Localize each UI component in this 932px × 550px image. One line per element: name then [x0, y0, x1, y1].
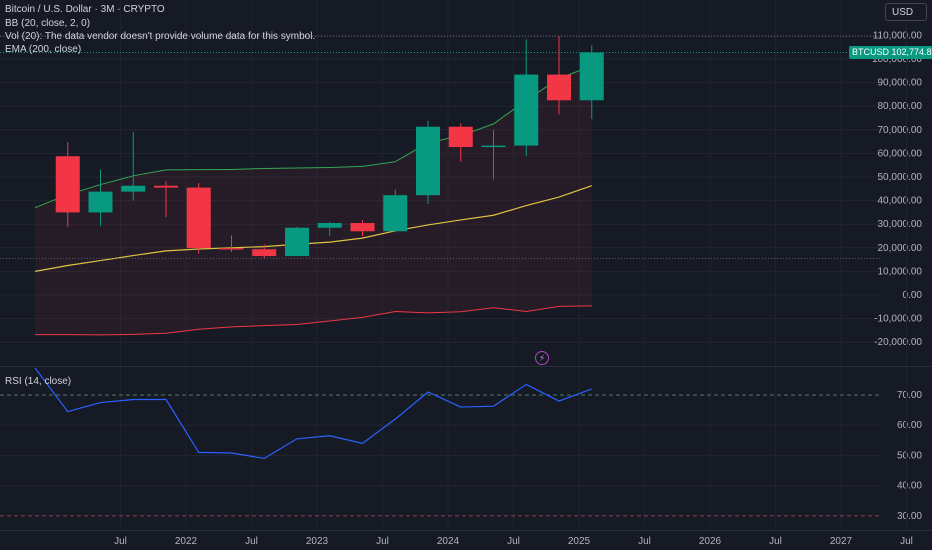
last-price-tag: BTCUSD 102,774.82	[849, 46, 932, 59]
rsi-line	[34, 367, 592, 460]
bb-fill	[35, 66, 592, 335]
lightning-icon[interactable]: ⚡	[535, 351, 549, 365]
candle-body	[55, 156, 80, 213]
y-tick-label: 90,000.00	[878, 78, 923, 89]
last-price-symbol: BTCUSD	[852, 47, 890, 57]
x-tick-label: Jul	[769, 536, 782, 547]
y-tick-label: 110,000.00	[873, 30, 923, 41]
rsi-y-tick-label: 70.00	[897, 390, 922, 401]
x-tick-label: Jul	[114, 536, 127, 547]
x-tick-label: 2027	[830, 536, 853, 547]
candle-body	[547, 74, 571, 101]
candle-body	[481, 145, 506, 148]
y-tick-label: 10,000.00	[878, 266, 923, 277]
y-tick-label: 40,000.00	[878, 196, 923, 207]
x-tick-label: Jul	[900, 536, 913, 547]
candle-body	[416, 126, 440, 196]
candle-body	[88, 191, 113, 213]
rsi-legend[interactable]: RSI (14, close)	[5, 376, 72, 387]
candle-body	[514, 74, 539, 146]
ema-legend[interactable]: EMA (200, close)	[5, 44, 82, 55]
bb-upper-line	[34, 65, 592, 209]
x-tick-label: Jul	[507, 536, 520, 547]
y-tick-label: 60,000.00	[878, 148, 923, 159]
bb-legend[interactable]: BB (20, close, 2, 0)	[5, 18, 91, 29]
y-tick-label: 80,000.00	[878, 101, 923, 112]
x-tick-label: 2026	[699, 536, 722, 547]
y-tick-label: 30,000.00	[878, 219, 923, 230]
rsi-y-tick-label: 30.00	[897, 511, 922, 522]
candle-body	[121, 185, 146, 192]
y-tick-label: 70,000.00	[878, 125, 923, 136]
rsi-y-tick-label: 50.00	[897, 450, 922, 461]
pane-separator[interactable]	[0, 366, 932, 367]
time-axis-separator	[0, 530, 932, 531]
x-tick-label: 2024	[437, 536, 460, 547]
candle-body	[154, 185, 178, 188]
candle-body	[252, 249, 277, 257]
candle-body	[383, 195, 408, 232]
x-tick-label: 2023	[306, 536, 329, 547]
candle-body	[448, 126, 473, 148]
y-tick-label: 0.00	[903, 290, 923, 301]
candle-body	[317, 223, 342, 228]
ema-line	[34, 185, 592, 272]
y-tick-label: 50,000.00	[878, 172, 923, 183]
rsi-y-tick-label: 40.00	[897, 481, 922, 492]
last-price-value: 102,774.82	[891, 47, 932, 57]
x-tick-label: 2025	[568, 536, 591, 547]
candle-body	[285, 227, 309, 257]
symbol-title: Bitcoin / U.S. Dollar · 3M · CRYPTO	[5, 4, 165, 15]
candle-body	[219, 248, 244, 250]
y-tick-label: 20,000.00	[878, 243, 923, 254]
y-tick-label: 100,000.00	[872, 54, 922, 65]
x-tick-label: 2022	[175, 536, 198, 547]
vol-legend[interactable]: Vol (20): The data vendor doesn't provid…	[5, 31, 316, 42]
rsi-y-tick-label: 60.00	[897, 420, 922, 431]
candle-body	[186, 187, 211, 249]
x-tick-label: Jul	[376, 536, 389, 547]
bb-lower-line	[35, 305, 592, 336]
candle-body	[350, 223, 375, 232]
x-tick-label: Jul	[245, 536, 258, 547]
currency-selector[interactable]: USD	[885, 3, 927, 21]
y-tick-label: -10,000.00	[874, 314, 922, 325]
x-tick-label: Jul	[638, 536, 651, 547]
y-tick-label: -20,000.00	[874, 337, 922, 348]
candle-body	[579, 52, 604, 101]
